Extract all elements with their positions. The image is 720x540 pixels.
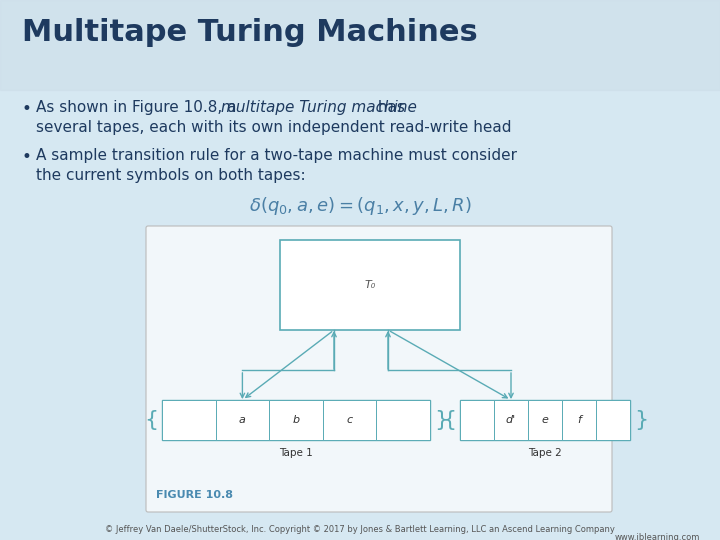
Text: © Jeffrey Van Daele/ShutterStock, Inc. Copyright © 2017 by Jones & Bartlett Lear: © Jeffrey Van Daele/ShutterStock, Inc. C… bbox=[105, 525, 615, 534]
Text: e: e bbox=[541, 415, 549, 425]
Bar bbox=[323, 400, 377, 440]
Bar bbox=[596, 400, 630, 440]
Text: Multitape Turing Machines: Multitape Turing Machines bbox=[22, 18, 478, 47]
Text: {: { bbox=[144, 410, 158, 430]
Text: FIGURE 10.8: FIGURE 10.8 bbox=[156, 490, 233, 500]
Text: {: { bbox=[442, 410, 456, 430]
Text: As shown in Figure 10.8, a: As shown in Figure 10.8, a bbox=[36, 100, 241, 115]
Text: has: has bbox=[373, 100, 405, 115]
Text: Tape 1: Tape 1 bbox=[279, 448, 313, 458]
Text: f: f bbox=[577, 415, 581, 425]
Text: A sample transition rule for a two-tape machine must consider: A sample transition rule for a two-tape … bbox=[36, 148, 517, 163]
Text: •: • bbox=[22, 148, 32, 166]
Text: www.jblearning.com: www.jblearning.com bbox=[615, 533, 700, 540]
Bar bbox=[460, 400, 494, 440]
Bar bbox=[269, 400, 323, 440]
Bar bbox=[460, 400, 630, 440]
Text: $\delta(q_0, a, e) = (q_1, x, y, L, R)$: $\delta(q_0, a, e) = (q_1, x, y, L, R)$ bbox=[248, 195, 472, 217]
FancyBboxPatch shape bbox=[146, 226, 612, 512]
Text: multitape Turing machine: multitape Turing machine bbox=[221, 100, 417, 115]
Text: c: c bbox=[346, 415, 353, 425]
Text: •: • bbox=[22, 100, 32, 118]
Bar bbox=[377, 400, 430, 440]
Bar bbox=[162, 400, 430, 440]
Text: several tapes, each with its own independent read-write head: several tapes, each with its own indepen… bbox=[36, 120, 511, 135]
Bar bbox=[280, 240, 460, 330]
Text: b: b bbox=[292, 415, 300, 425]
Text: a: a bbox=[239, 415, 246, 425]
Bar bbox=[494, 400, 528, 440]
Text: }: } bbox=[434, 410, 448, 430]
Bar bbox=[562, 400, 596, 440]
Text: d': d' bbox=[506, 415, 516, 425]
Text: }: } bbox=[634, 410, 648, 430]
Bar bbox=[0, 0, 720, 90]
Text: Tape 2: Tape 2 bbox=[528, 448, 562, 458]
Bar bbox=[162, 400, 215, 440]
Text: T₀: T₀ bbox=[364, 280, 376, 290]
Bar bbox=[528, 400, 562, 440]
Bar bbox=[215, 400, 269, 440]
Text: the current symbols on both tapes:: the current symbols on both tapes: bbox=[36, 168, 305, 183]
